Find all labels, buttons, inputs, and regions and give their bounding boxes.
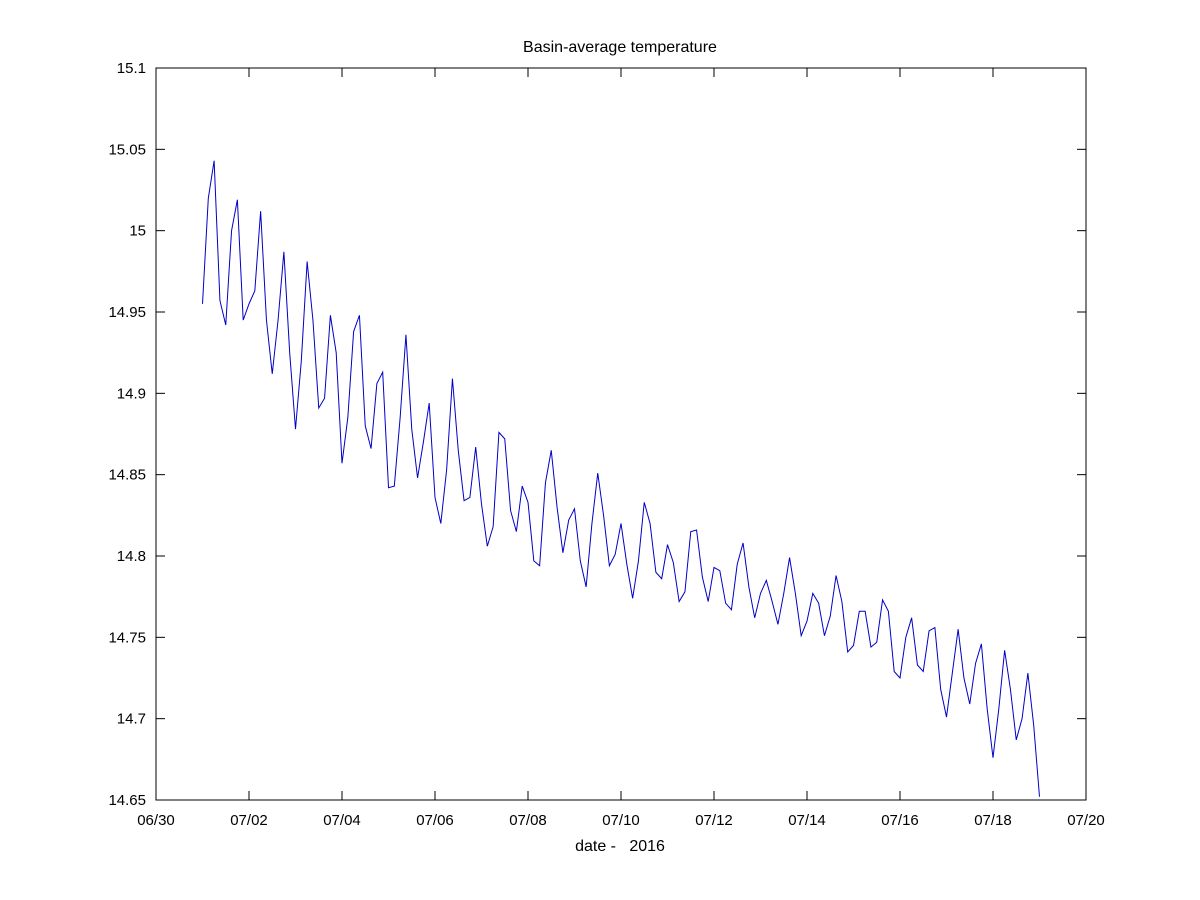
y-tick-label: 15 (129, 223, 146, 240)
x-tick-label: 07/12 (695, 812, 733, 829)
y-tick-label: 14.7 (117, 711, 146, 728)
y-tick-label: 15.1 (117, 60, 146, 77)
x-axis-label: date - 2016 (575, 838, 665, 855)
y-tick-label: 14.65 (108, 792, 146, 809)
x-tick-label: 07/18 (974, 812, 1012, 829)
x-tick-label: 07/14 (788, 812, 826, 829)
x-tick-label: 07/04 (323, 812, 361, 829)
series-line (202, 160, 1040, 797)
x-tick-label: 07/20 (1067, 812, 1105, 829)
x-tick-label: 07/06 (416, 812, 454, 829)
plot-area-frame (155, 67, 1087, 801)
x-tick-label: 06/30 (137, 812, 175, 829)
y-tick-label: 14.9 (117, 385, 146, 402)
x-tick-label: 07/08 (509, 812, 547, 829)
y-tick-label: 15.05 (108, 141, 146, 158)
y-tick-label: 14.85 (108, 467, 146, 484)
x-tick-label: 07/16 (881, 812, 919, 829)
chart-title: Basin-average temperature (523, 39, 717, 56)
x-tick-label: 07/10 (602, 812, 640, 829)
axis-tick-labels: 06/30 07/02 07/04 07/06 07/08 07/10 07/12 07/14… (108, 60, 1104, 829)
y-tick-label: 14.95 (108, 304, 146, 321)
y-tick-label: 14.75 (108, 629, 146, 646)
y-tick-label: 14.8 (117, 548, 146, 565)
x-tick-label: 07/02 (230, 812, 268, 829)
